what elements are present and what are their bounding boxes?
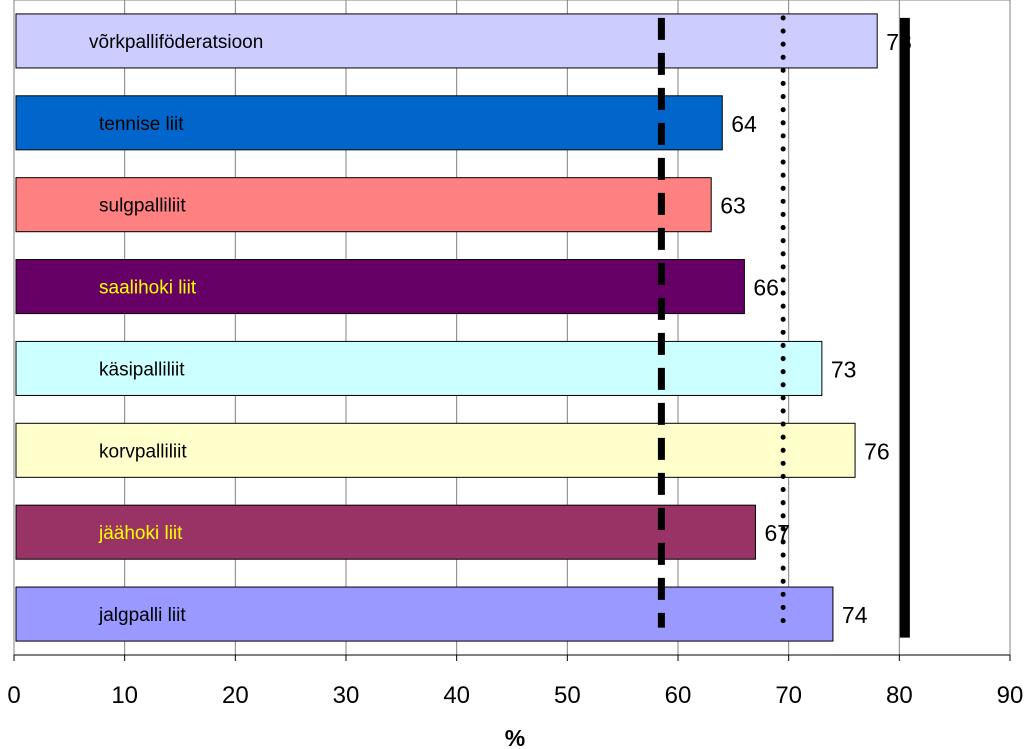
x-tick-label: 40 — [443, 682, 470, 709]
x-tick-label: 70 — [775, 682, 802, 709]
x-tick-label: 0 — [7, 682, 20, 709]
x-tick-label: 80 — [886, 682, 913, 709]
x-tick-label: 90 — [997, 682, 1024, 709]
bar-value-label: 73 — [831, 356, 857, 382]
x-axis-title: % — [505, 725, 525, 749]
bar-value-label: 67 — [764, 520, 790, 546]
bar — [15, 422, 856, 478]
bar-value-label: 66 — [753, 275, 779, 301]
bar — [15, 13, 878, 69]
x-tick-label: 20 — [222, 682, 249, 709]
bar-category-label: jäähoki liit — [98, 523, 183, 544]
bar-value-label: 76 — [864, 438, 890, 464]
bar — [15, 259, 745, 315]
bar — [15, 177, 712, 233]
bar-category-label: tennise liit — [99, 114, 184, 135]
x-tick-label: 60 — [665, 682, 692, 709]
bar — [15, 95, 723, 151]
x-tick-label: 30 — [333, 682, 360, 709]
x-tick-label: 50 — [554, 682, 581, 709]
bar — [15, 504, 756, 560]
bar-category-label: korvpalliliit — [99, 441, 187, 462]
bar-value-label: 74 — [842, 602, 868, 628]
bar-category-label: võrkpalliföderatsioon — [89, 32, 263, 53]
reference-lines — [657, 15, 910, 638]
bar-category-label: jalgpalli liit — [98, 605, 186, 626]
bar-category-label: käsipalliliit — [99, 359, 185, 380]
x-axis: 0 10 20 30 40 50 60 70 80 90 — [7, 654, 1024, 709]
bar — [15, 340, 823, 396]
bar-category-label: sulgpalliliit — [99, 196, 186, 217]
bar-value-label: 64 — [731, 111, 757, 137]
bar — [15, 586, 834, 642]
bar-value-label: 63 — [720, 193, 746, 219]
bar-category-label: saalihoki liit — [99, 278, 197, 299]
x-tick-label: 10 — [111, 682, 138, 709]
